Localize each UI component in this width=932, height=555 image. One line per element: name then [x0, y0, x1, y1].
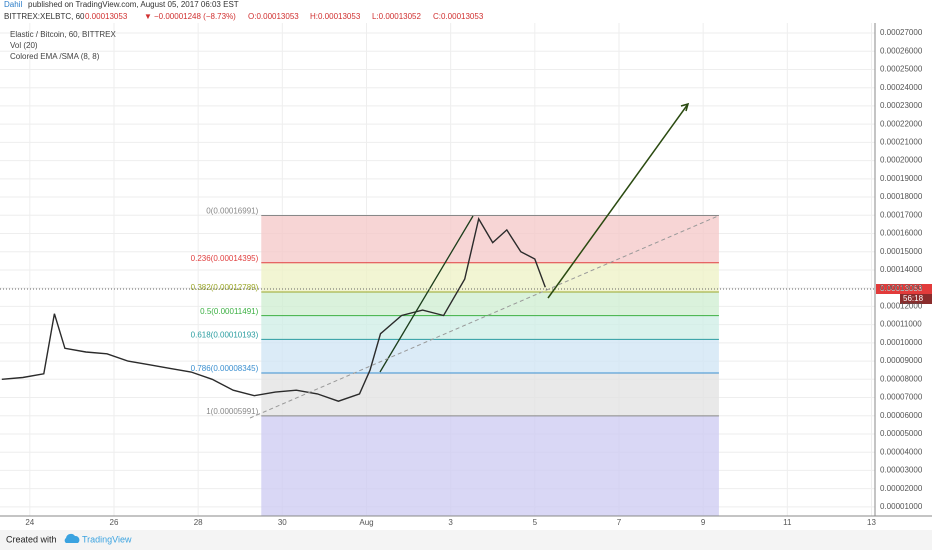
- y-tick-label: 0.00023000: [880, 101, 923, 110]
- x-tick-label: 13: [867, 518, 876, 527]
- logo: [64, 533, 80, 543]
- y-tick-label: 0.00015000: [880, 247, 923, 256]
- y-tick-label: 0.00020000: [880, 156, 923, 165]
- legend-item: Colored EMA /SMA (8, 8): [10, 52, 100, 61]
- fib-label: 1(0.00005991): [206, 407, 258, 416]
- last: 0.00013053: [85, 12, 128, 21]
- y-tick-label: 0.00005000: [880, 429, 923, 438]
- author[interactable]: Dahil: [4, 0, 22, 9]
- y-tick-label: 0.00011000: [880, 320, 922, 329]
- published: published on TradingView.com, August 05,…: [28, 0, 239, 9]
- y-tick-label: 0.00026000: [880, 46, 923, 55]
- y-tick-label: 0.00009000: [880, 356, 923, 365]
- legend-item: Vol (20): [10, 41, 38, 50]
- drawing-arrow: [379, 215, 474, 373]
- footer-text: Created with: [6, 534, 57, 544]
- y-tick-label: 0.00024000: [880, 83, 923, 92]
- x-tick-label: 7: [617, 518, 622, 527]
- fib-label: 0(0.00016991): [206, 207, 258, 216]
- y-tick-label: 0.00004000: [880, 447, 923, 456]
- y-tick-label: 0.00012000: [880, 302, 923, 311]
- countdown: 56:18: [903, 294, 924, 303]
- y-tick-label: 0.00025000: [880, 65, 923, 74]
- legend-item: Elastic / Bitcoin, 60, BITTREX: [10, 30, 116, 39]
- ohlc-low: L:0.00013052: [372, 12, 421, 21]
- y-tick-label: 0.00002000: [880, 484, 923, 493]
- ohlc-close: C:0.00013053: [433, 12, 484, 21]
- x-tick-label: 24: [25, 518, 34, 527]
- fib-band: [261, 339, 719, 374]
- ohlc-open: O:0.00013053: [248, 12, 299, 21]
- y-tick-label: 0.00027000: [880, 28, 923, 37]
- change: −0.00001248 (−8.73%): [154, 12, 236, 21]
- x-tick-label: 9: [701, 518, 706, 527]
- x-tick-label: 30: [278, 518, 287, 527]
- fib-band: [261, 315, 719, 340]
- fib-band: [261, 262, 719, 293]
- y-tick-label: 0.00003000: [880, 466, 923, 475]
- y-tick-label: 0.00013000: [880, 283, 923, 292]
- y-tick-label: 0.00017000: [880, 210, 923, 219]
- arrow: ▼: [144, 12, 152, 21]
- y-tick-label: 0.00018000: [880, 192, 923, 201]
- footer: [0, 530, 932, 550]
- y-tick-label: 0.00022000: [880, 119, 923, 128]
- fib-band: [261, 373, 719, 416]
- fib-label: 0.618(0.00010193): [191, 330, 259, 339]
- x-tick-label: 11: [783, 518, 792, 527]
- y-tick-label: 0.00010000: [880, 338, 923, 347]
- drawing-arrow: [547, 103, 689, 299]
- fib-label: 0.382(0.00012789): [191, 283, 259, 292]
- y-tick-label: 0.00016000: [880, 229, 923, 238]
- arrow-head: [680, 102, 690, 112]
- price-badge: [876, 284, 932, 294]
- x-tick-label: 26: [110, 518, 119, 527]
- price-badge-text: 0.00013053: [880, 284, 923, 293]
- y-tick-label: 0.00019000: [880, 174, 923, 183]
- x-tick-label: 3: [448, 518, 453, 527]
- x-tick-label: 28: [194, 518, 203, 527]
- price-line: [1, 217, 546, 402]
- fib-label: 0.236(0.00014395): [191, 254, 259, 263]
- countdown-badge: [900, 294, 932, 304]
- symbol: BITTREX:XELBTC, 60: [4, 12, 85, 21]
- y-tick-label: 0.00006000: [880, 411, 923, 420]
- y-tick-label: 0.00021000: [880, 137, 923, 146]
- x-tick-label: Aug: [359, 518, 373, 527]
- fib-label: 0.786(0.00008345): [191, 364, 259, 373]
- y-tick-label: 0.00008000: [880, 374, 923, 383]
- fib-band: [261, 415, 719, 516]
- y-tick-label: 0.00007000: [880, 393, 923, 402]
- fib-band: [261, 292, 719, 316]
- x-tick-label: 5: [533, 518, 538, 527]
- trend-line: [249, 215, 719, 419]
- y-tick-label: 0.00014000: [880, 265, 923, 274]
- footer-brand[interactable]: TradingView: [82, 534, 132, 544]
- y-tick-label: 0.00001000: [880, 502, 923, 511]
- ohlc-high: H:0.00013053: [310, 12, 361, 21]
- fib-label: 0.5(0.00011491): [200, 307, 258, 316]
